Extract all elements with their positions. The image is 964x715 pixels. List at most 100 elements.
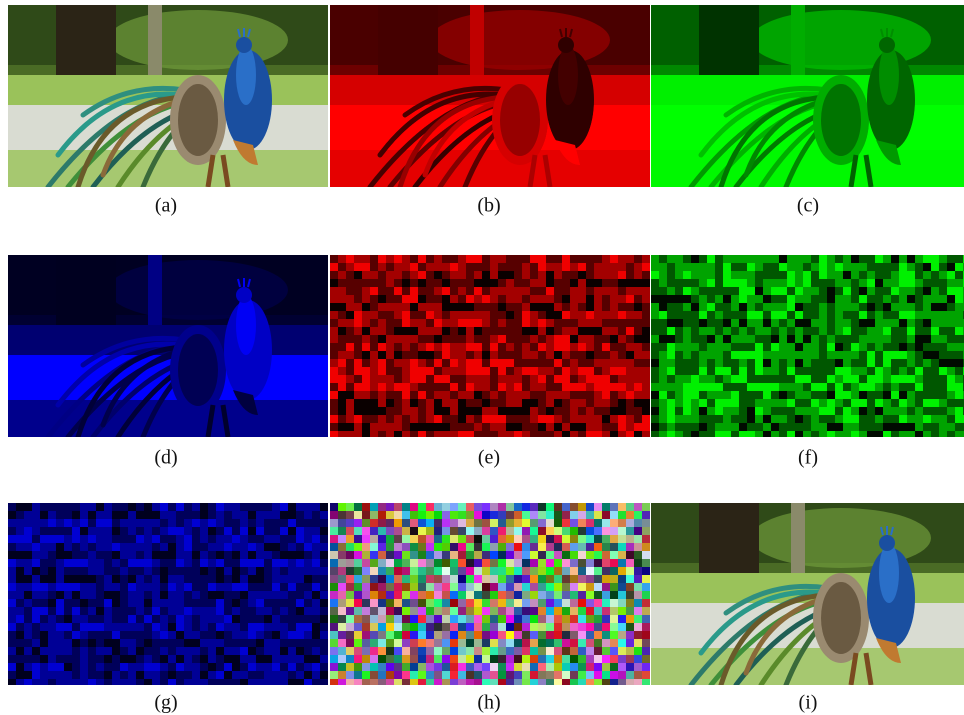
pixel-block	[538, 391, 546, 399]
pixel-block	[578, 359, 586, 367]
pixel-block	[554, 591, 562, 599]
pixel-block	[691, 255, 699, 263]
pixel-block	[651, 391, 659, 399]
pixel-block	[442, 359, 450, 367]
pixel-block	[426, 343, 434, 351]
pixel-block	[442, 551, 450, 559]
pixel-block	[707, 311, 715, 319]
pixel-block	[490, 575, 498, 583]
pixel-block	[240, 551, 248, 559]
pixel-block	[586, 351, 594, 359]
pixel-block	[827, 271, 835, 279]
pixel-block	[947, 383, 955, 391]
pixel-block	[626, 271, 634, 279]
pixel-block	[362, 367, 370, 375]
pixel-block	[715, 287, 723, 295]
pixel-block	[458, 671, 466, 679]
pixel-block	[947, 415, 955, 423]
pixel-block	[803, 375, 811, 383]
pixel-block	[474, 567, 482, 575]
peacock-image	[330, 5, 650, 187]
pixel-block	[827, 391, 835, 399]
pixel-block	[16, 559, 24, 567]
pixel-block	[522, 327, 530, 335]
pixel-block	[304, 591, 312, 599]
pixel-block	[144, 551, 152, 559]
pixel-block	[288, 551, 296, 559]
pixel-block	[418, 367, 426, 375]
pixel-block	[642, 551, 650, 559]
pixel-block	[458, 663, 466, 671]
pixel-block	[354, 375, 362, 383]
pixel-block	[530, 415, 538, 423]
pixel-block	[642, 351, 650, 359]
pixel-block	[264, 575, 272, 583]
pixel-block	[667, 271, 675, 279]
pixel-block	[346, 671, 354, 679]
pixel-block	[378, 303, 386, 311]
pixel-block	[88, 511, 96, 519]
pixel-block	[256, 679, 264, 685]
pixel-block	[626, 519, 634, 527]
pixel-block	[72, 679, 80, 685]
pixel-block	[634, 543, 642, 551]
pixel-block	[546, 311, 554, 319]
pixel-block	[827, 375, 835, 383]
pixel-block	[152, 567, 160, 575]
pixel-block	[642, 559, 650, 567]
pixel-block	[562, 263, 570, 271]
pixel-block	[338, 431, 346, 437]
pixel-block	[707, 423, 715, 431]
pixel-block	[731, 415, 739, 423]
pixel-block	[128, 551, 136, 559]
pixel-block	[923, 319, 931, 327]
pixel-block	[168, 631, 176, 639]
pixel-block	[562, 543, 570, 551]
pixel-block	[610, 543, 618, 551]
pixel-block	[626, 615, 634, 623]
pixel-block	[338, 351, 346, 359]
pixel-block	[867, 327, 875, 335]
photo	[651, 5, 964, 187]
pixel-block	[626, 335, 634, 343]
pixel-block	[578, 527, 586, 535]
pixel-block	[474, 559, 482, 567]
pixel-block	[899, 359, 907, 367]
pixel-block	[795, 375, 803, 383]
pixel-block	[883, 431, 891, 437]
pixel-block	[659, 399, 667, 407]
pixel-block	[248, 663, 256, 671]
pixel-block	[498, 535, 506, 543]
pixel-block	[120, 663, 128, 671]
pixel-block	[610, 511, 618, 519]
pixel-block	[264, 655, 272, 663]
pixel-block	[346, 343, 354, 351]
pixel-block	[626, 511, 634, 519]
pixel-block	[370, 391, 378, 399]
pixel-block	[410, 551, 418, 559]
pixel-block	[176, 575, 184, 583]
pixel-block	[402, 567, 410, 575]
caption: (c)	[797, 195, 819, 217]
pixel-block	[426, 263, 434, 271]
pixel-block	[642, 679, 650, 685]
pixel-block	[136, 623, 144, 631]
pixel-block	[48, 599, 56, 607]
pixel-block	[466, 575, 474, 583]
pixel-block	[634, 671, 642, 679]
pixel-block	[40, 519, 48, 527]
pixel-block	[827, 351, 835, 359]
pixel-block	[288, 583, 296, 591]
pixel-block	[626, 359, 634, 367]
pixel-block	[618, 343, 626, 351]
pixel-block	[498, 543, 506, 551]
pixel-block	[699, 391, 707, 399]
pixel-block	[232, 623, 240, 631]
pixel-block	[466, 607, 474, 615]
pixel-block	[288, 527, 296, 535]
pixel-block	[699, 335, 707, 343]
pixel-block	[610, 287, 618, 295]
pixel-block	[562, 599, 570, 607]
pixel-block	[578, 255, 586, 263]
pixel-block	[450, 407, 458, 415]
